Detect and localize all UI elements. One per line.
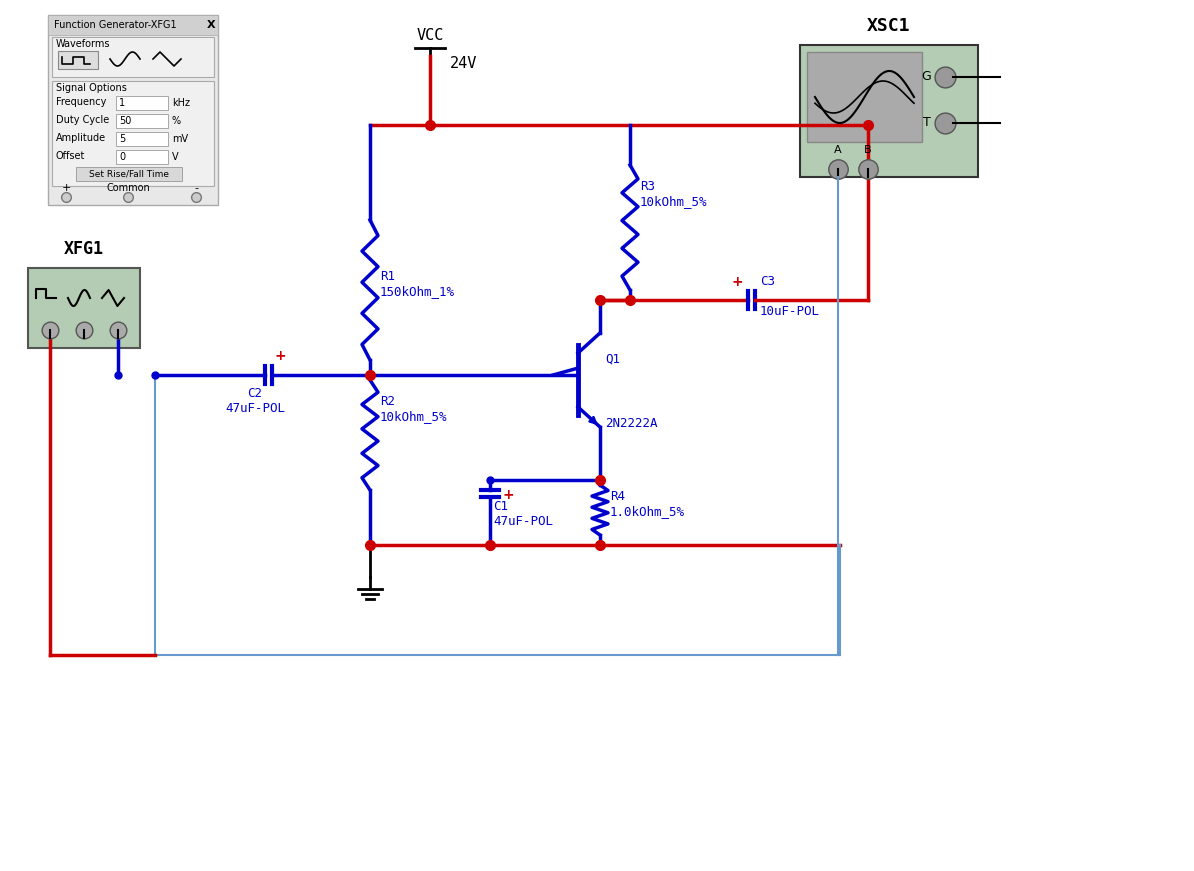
Text: 5: 5	[119, 134, 125, 144]
FancyBboxPatch shape	[53, 37, 214, 77]
FancyBboxPatch shape	[116, 114, 168, 128]
FancyBboxPatch shape	[116, 132, 168, 146]
Text: -: -	[193, 183, 198, 193]
Text: Common: Common	[106, 183, 150, 193]
FancyBboxPatch shape	[116, 96, 168, 110]
Text: 50: 50	[119, 116, 131, 126]
Text: B: B	[864, 145, 872, 155]
FancyBboxPatch shape	[76, 167, 181, 181]
Text: +: +	[501, 488, 513, 502]
Text: mV: mV	[172, 134, 189, 144]
Text: Offset: Offset	[56, 151, 86, 161]
Text: G: G	[922, 71, 931, 84]
Text: R4
1.0kOhm_5%: R4 1.0kOhm_5%	[610, 490, 685, 518]
Text: R1
150kOhm_1%: R1 150kOhm_1%	[380, 270, 455, 298]
FancyBboxPatch shape	[48, 15, 219, 205]
Text: C2
47uF-POL: C2 47uF-POL	[224, 387, 285, 415]
Text: 10uF-POL: 10uF-POL	[761, 305, 820, 318]
Text: XFG1: XFG1	[64, 240, 104, 258]
Text: Amplitude: Amplitude	[56, 133, 106, 143]
Text: Frequency: Frequency	[56, 97, 106, 107]
Text: 1: 1	[119, 98, 125, 108]
Text: Set Rise/Fall Time: Set Rise/Fall Time	[90, 170, 170, 179]
Text: kHz: kHz	[172, 98, 190, 108]
Text: T: T	[923, 117, 931, 130]
FancyBboxPatch shape	[27, 268, 140, 348]
FancyBboxPatch shape	[116, 150, 168, 164]
Text: XSC1: XSC1	[867, 17, 911, 35]
Text: V: V	[172, 152, 179, 162]
FancyBboxPatch shape	[59, 51, 98, 69]
Text: %: %	[172, 116, 181, 126]
Text: 2N2222A: 2N2222A	[605, 417, 658, 430]
Text: +: +	[61, 183, 70, 193]
Text: Waveforms: Waveforms	[56, 39, 111, 49]
FancyBboxPatch shape	[48, 15, 219, 35]
Text: C3: C3	[761, 275, 775, 288]
Text: Function Generator-XFG1: Function Generator-XFG1	[54, 20, 177, 30]
Text: C1
47uF-POL: C1 47uF-POL	[493, 500, 553, 528]
Text: R3
10kOhm_5%: R3 10kOhm_5%	[640, 180, 708, 208]
Text: +: +	[732, 275, 743, 289]
FancyBboxPatch shape	[53, 81, 214, 186]
Text: 0: 0	[119, 152, 125, 162]
Text: Signal Options: Signal Options	[56, 83, 127, 93]
FancyBboxPatch shape	[807, 52, 922, 142]
Text: X: X	[207, 20, 215, 30]
Text: 24V: 24V	[450, 56, 478, 71]
Text: VCC: VCC	[417, 28, 444, 43]
Text: Q1: Q1	[605, 353, 620, 366]
Text: R2
10kOhm_5%: R2 10kOhm_5%	[380, 395, 448, 423]
FancyBboxPatch shape	[800, 45, 978, 177]
Text: +: +	[275, 349, 287, 363]
Text: Duty Cycle: Duty Cycle	[56, 115, 109, 125]
Text: A: A	[835, 145, 842, 155]
